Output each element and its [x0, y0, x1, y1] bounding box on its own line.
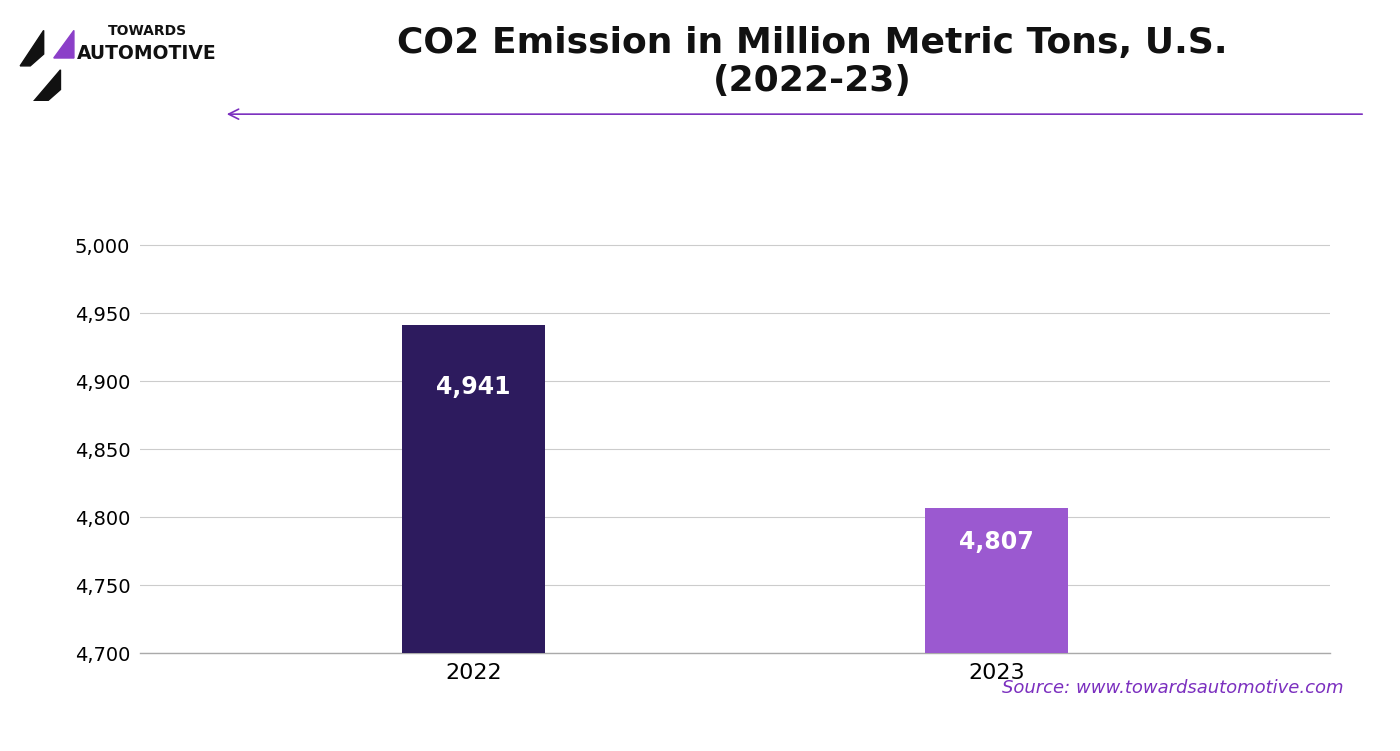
- Polygon shape: [34, 70, 60, 101]
- Polygon shape: [53, 30, 74, 58]
- Text: AUTOMOTIVE: AUTOMOTIVE: [77, 44, 217, 62]
- Bar: [402, 325, 545, 751]
- Polygon shape: [20, 30, 43, 66]
- Text: Source: www.towardsautomotive.com: Source: www.towardsautomotive.com: [1002, 679, 1344, 697]
- Text: 4,941: 4,941: [435, 375, 511, 399]
- Bar: [925, 508, 1068, 751]
- Text: 4,807: 4,807: [959, 529, 1035, 553]
- Text: TOWARDS: TOWARDS: [108, 24, 186, 38]
- Text: (2022-23): (2022-23): [713, 64, 911, 98]
- Text: CO2 Emission in Million Metric Tons, U.S.: CO2 Emission in Million Metric Tons, U.S…: [396, 26, 1228, 60]
